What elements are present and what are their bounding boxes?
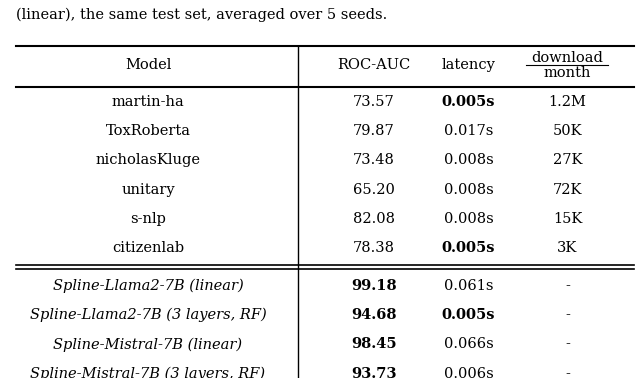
Text: 79.87: 79.87 — [353, 124, 395, 138]
Text: Spline-Mistral-7B (3 layers, RF): Spline-Mistral-7B (3 layers, RF) — [31, 367, 266, 378]
Text: 0.005s: 0.005s — [442, 308, 495, 322]
Text: 0.006s: 0.006s — [444, 367, 493, 378]
Text: 72K: 72K — [553, 183, 582, 197]
Text: 15K: 15K — [553, 212, 582, 226]
Text: 27K: 27K — [553, 153, 582, 167]
Text: 3K: 3K — [557, 241, 578, 255]
Text: -: - — [565, 338, 570, 352]
Text: -: - — [565, 279, 570, 293]
Text: 93.73: 93.73 — [351, 367, 397, 378]
Text: 0.008s: 0.008s — [444, 212, 493, 226]
Text: 1.2M: 1.2M — [548, 94, 586, 108]
Text: (linear), the same test set, averaged over 5 seeds.: (linear), the same test set, averaged ov… — [15, 7, 387, 22]
Text: 0.005s: 0.005s — [442, 94, 495, 108]
Text: Spline-Llama2-7B (3 layers, RF): Spline-Llama2-7B (3 layers, RF) — [29, 308, 266, 322]
Text: 0.017s: 0.017s — [444, 124, 493, 138]
Text: 73.48: 73.48 — [353, 153, 395, 167]
Text: 82.08: 82.08 — [353, 212, 395, 226]
Text: citizenlab: citizenlab — [112, 241, 184, 255]
Text: unitary: unitary — [121, 183, 175, 197]
Text: 94.68: 94.68 — [351, 308, 397, 322]
Text: 0.008s: 0.008s — [444, 183, 493, 197]
Text: Spline-Llama2-7B (linear): Spline-Llama2-7B (linear) — [52, 279, 243, 293]
Text: nicholasKluge: nicholasKluge — [95, 153, 200, 167]
Text: s-nlp: s-nlp — [130, 212, 166, 226]
Text: -: - — [565, 308, 570, 322]
Text: ROC-AUC: ROC-AUC — [337, 59, 410, 73]
Text: 65.20: 65.20 — [353, 183, 395, 197]
Text: -: - — [565, 367, 570, 378]
Text: martin-ha: martin-ha — [111, 94, 184, 108]
Text: Model: Model — [125, 59, 172, 73]
Text: latency: latency — [442, 59, 495, 73]
Text: ToxRoberta: ToxRoberta — [106, 124, 191, 138]
Text: 99.18: 99.18 — [351, 279, 397, 293]
Text: 73.57: 73.57 — [353, 94, 395, 108]
Text: 0.005s: 0.005s — [442, 241, 495, 255]
Text: 78.38: 78.38 — [353, 241, 395, 255]
Text: 98.45: 98.45 — [351, 338, 397, 352]
Text: download: download — [532, 51, 604, 65]
Text: 0.008s: 0.008s — [444, 153, 493, 167]
Text: 0.066s: 0.066s — [444, 338, 493, 352]
Text: 50K: 50K — [553, 124, 582, 138]
Text: Spline-Mistral-7B (linear): Spline-Mistral-7B (linear) — [54, 337, 243, 352]
Text: month: month — [544, 66, 591, 81]
Text: 0.061s: 0.061s — [444, 279, 493, 293]
